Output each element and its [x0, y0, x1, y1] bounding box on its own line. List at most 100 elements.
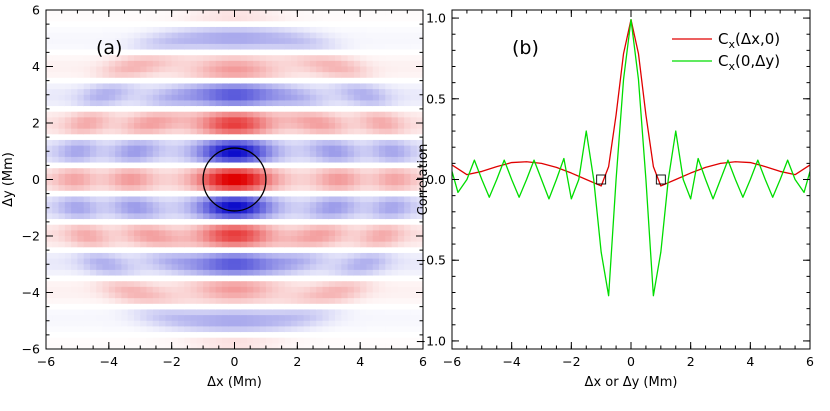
heatmap-cell: [391, 202, 399, 209]
heatmap-cell: [102, 151, 110, 158]
heatmap-cell: [416, 60, 423, 68]
heatmap-cell: [64, 94, 72, 101]
heatmap-cell: [140, 139, 148, 147]
heatmap-cell: [127, 247, 135, 254]
heatmap-cell: [184, 241, 192, 248]
heatmap-cell: [152, 286, 160, 294]
heatmap-cell: [366, 320, 374, 327]
heatmap-cell: [71, 252, 79, 260]
heatmap-cell: [259, 10, 267, 17]
heatmap-cell: [46, 337, 53, 344]
heatmap-cell: [410, 213, 418, 220]
heatmap-cell: [291, 162, 298, 169]
heatmap-cell: [52, 309, 60, 316]
heatmap-cell: [77, 123, 85, 130]
heatmap-cell: [291, 309, 298, 316]
heatmap-cell: [291, 252, 298, 260]
heatmap-cell: [247, 258, 254, 265]
heatmap-cell: [309, 156, 317, 164]
heatmap-cell: [247, 123, 254, 130]
heatmap-cell: [385, 258, 393, 265]
heatmap-cell: [297, 179, 305, 186]
heatmap-cell: [215, 94, 223, 101]
heatmap-cell: [177, 134, 185, 141]
heatmap-cell: [297, 332, 305, 339]
heatmap-cell: [64, 309, 72, 316]
heatmap-cell: [385, 286, 393, 294]
heatmap-cell: [335, 60, 342, 68]
heatmap-cell: [385, 309, 393, 316]
heatmap-cell: [335, 128, 342, 135]
heatmap-cell: [322, 309, 330, 316]
heatmap-cell: [291, 247, 298, 254]
heatmap-cell: [190, 179, 198, 186]
heatmap-cell: [291, 72, 298, 79]
heatmap-cell: [52, 94, 60, 101]
heatmap-cell: [328, 202, 336, 209]
heatmap-cell: [152, 264, 160, 271]
heatmap-cell: [297, 32, 305, 39]
heatmap-cell: [247, 281, 254, 288]
heatmap-cell: [64, 139, 72, 147]
heatmap-cell: [146, 309, 154, 316]
heatmap-cell: [291, 236, 298, 243]
heatmap-cell: [247, 173, 254, 181]
heatmap-cell: [309, 320, 317, 327]
heatmap-cell: [259, 43, 267, 51]
heatmap-cell: [152, 190, 160, 198]
heatmap-cell: [108, 94, 116, 101]
heatmap-cell: [341, 145, 349, 152]
heatmap-cell: [291, 219, 298, 226]
heatmap-cell: [140, 309, 148, 316]
heatmap-cell: [397, 100, 405, 107]
heatmap-cell: [108, 185, 116, 192]
heatmap-cell: [83, 252, 91, 260]
heatmap-cell: [297, 156, 305, 164]
heatmap-cell: [353, 213, 361, 220]
heatmap-cell: [177, 236, 185, 243]
heatmap-cell: [265, 315, 273, 322]
heatmap-cell: [297, 286, 305, 294]
heatmap-cell: [221, 241, 229, 248]
heatmap-cell: [165, 298, 173, 305]
heatmap-cell: [196, 190, 204, 198]
y-tick-label: 0.5: [426, 91, 446, 106]
heatmap-cell: [297, 60, 305, 68]
heatmap-cell: [171, 315, 179, 322]
heatmap-cell: [328, 43, 336, 51]
heatmap-cell: [83, 275, 91, 282]
heatmap-cell: [234, 190, 242, 198]
heatmap-cell: [108, 320, 116, 327]
heatmap-cell: [410, 117, 418, 124]
heatmap-cell: [83, 292, 91, 299]
heatmap-cell: [190, 123, 198, 130]
heatmap-cell: [278, 123, 286, 130]
heatmap-cell: [316, 145, 324, 152]
heatmap-cell: [152, 309, 160, 316]
heatmap-cell: [404, 111, 412, 118]
heatmap-cell: [410, 15, 418, 22]
heatmap-cell: [416, 32, 423, 39]
heatmap-cell: [366, 134, 374, 141]
heatmap-cell: [372, 258, 380, 265]
heatmap-cell: [184, 236, 192, 243]
heatmap-cell: [58, 230, 66, 237]
heatmap-cell: [347, 26, 355, 34]
heatmap-cell: [347, 49, 355, 56]
heatmap-cell: [291, 202, 298, 209]
heatmap-cell: [309, 49, 317, 56]
heatmap-cell: [253, 151, 261, 158]
heatmap-cell: [259, 252, 267, 260]
heatmap-cell: [335, 230, 342, 237]
heatmap-cell: [177, 38, 185, 45]
heatmap-cell: [221, 269, 229, 277]
heatmap-cell: [203, 292, 210, 299]
heatmap-cell: [108, 139, 116, 147]
heatmap-cell: [297, 72, 305, 79]
y-tick-label: −4: [22, 285, 40, 300]
heatmap-cell: [71, 66, 79, 73]
heatmap-cell: [159, 72, 166, 79]
heatmap-cell: [203, 94, 210, 101]
heatmap-cell: [52, 224, 60, 231]
heatmap-cell: [385, 179, 393, 186]
